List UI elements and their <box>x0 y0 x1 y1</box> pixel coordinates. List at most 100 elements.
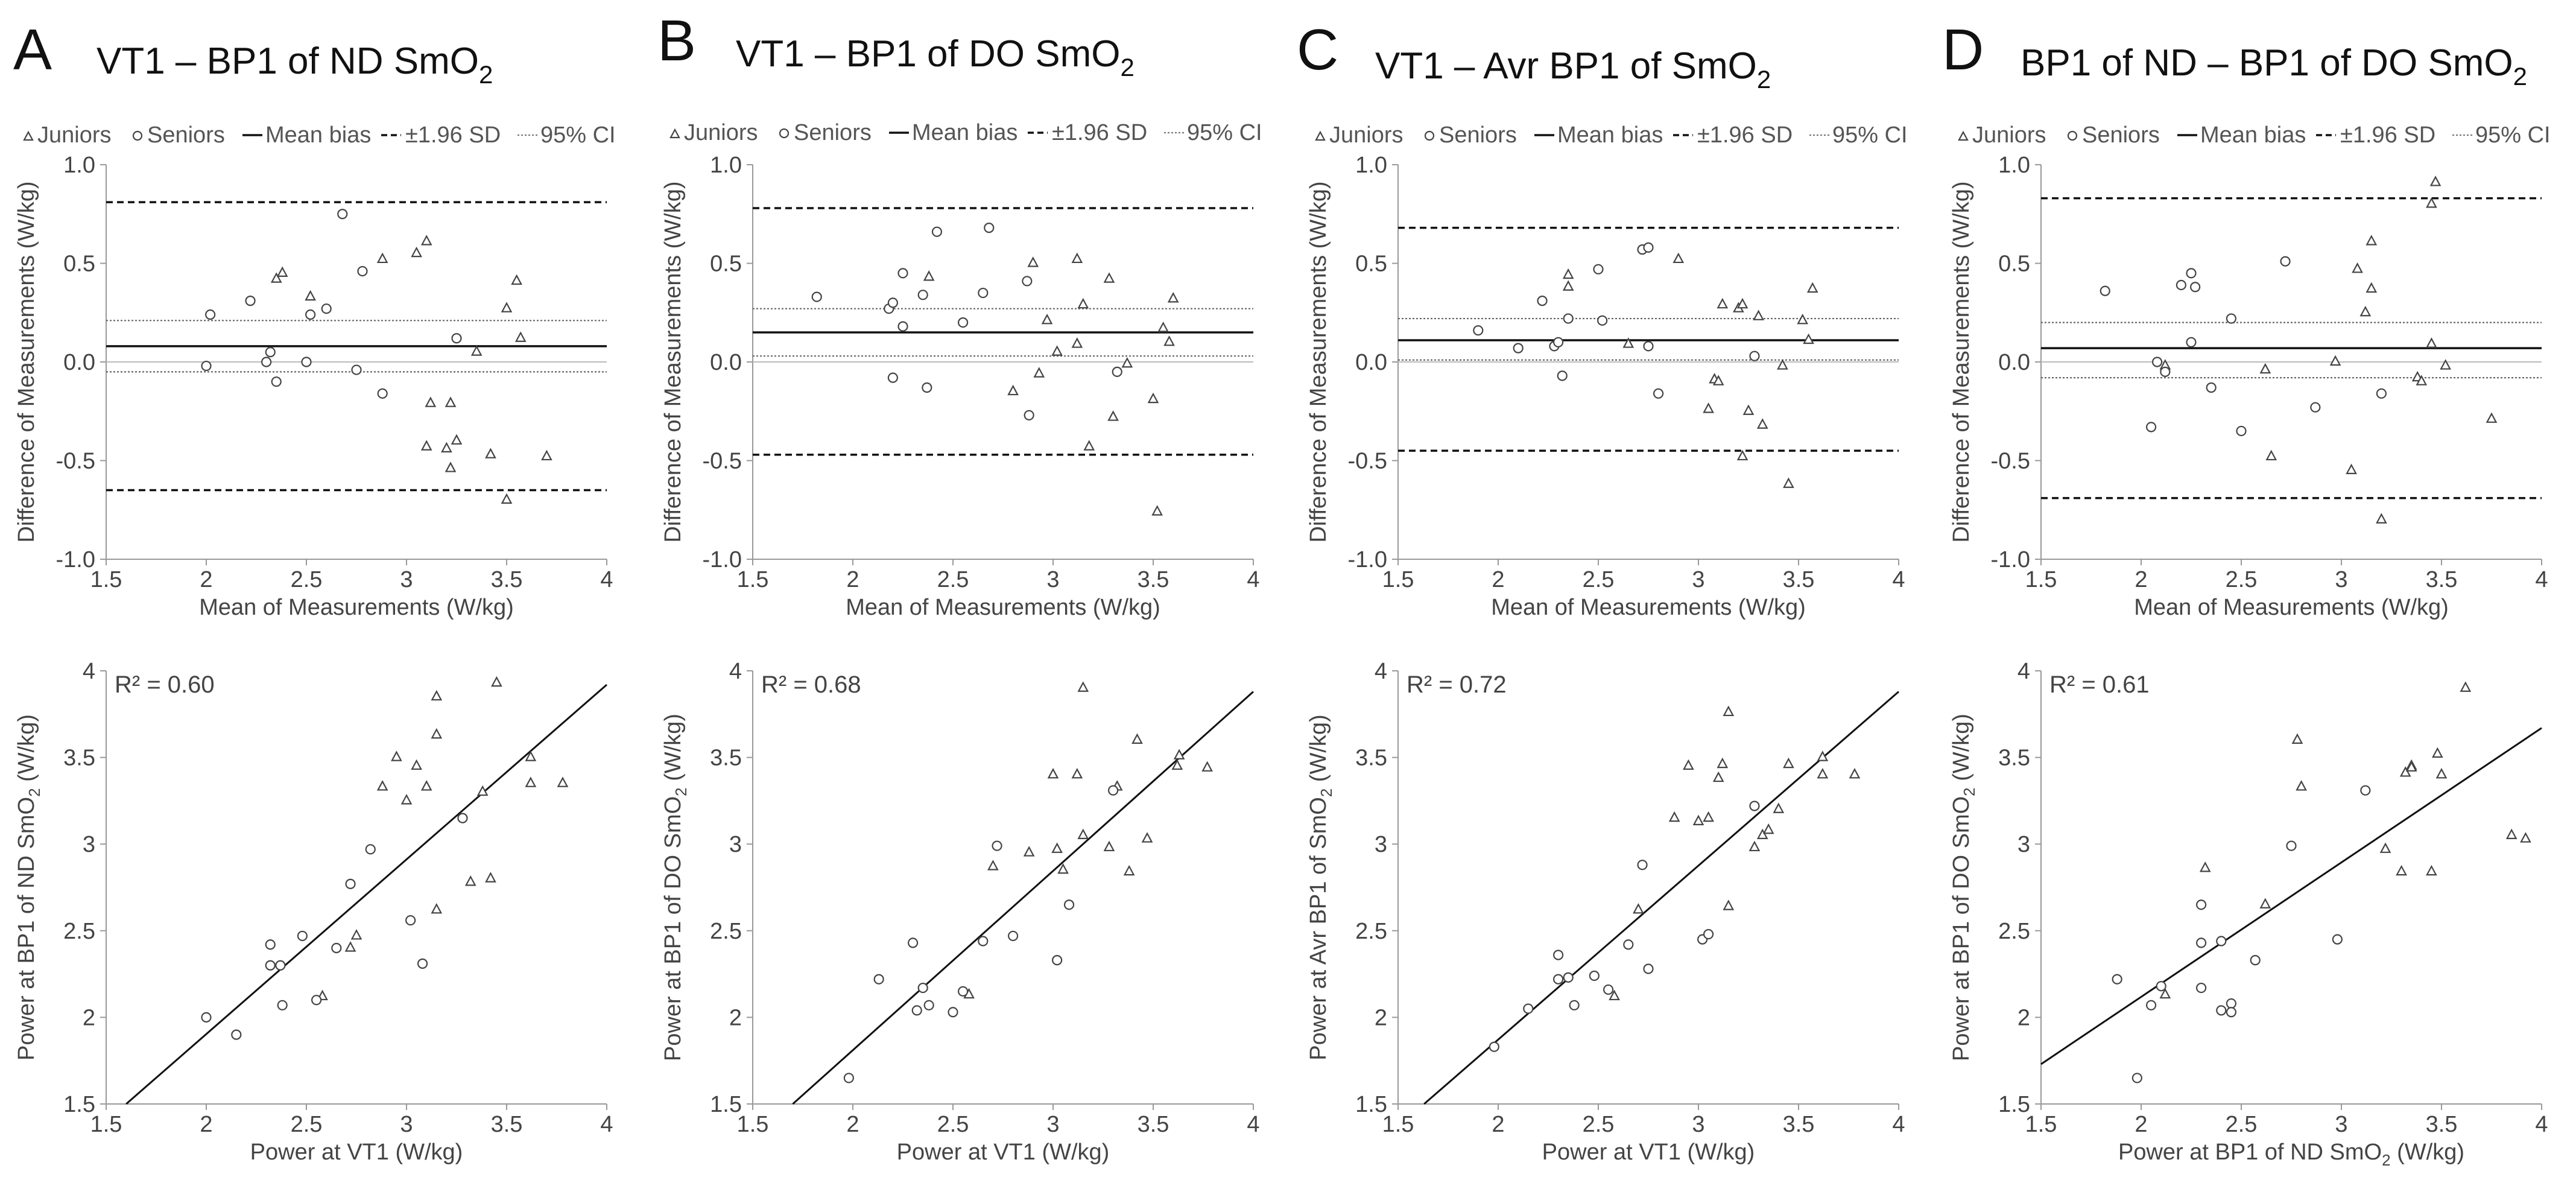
junior-point <box>1033 367 1045 378</box>
senior-point <box>2250 955 2261 966</box>
junior-point <box>464 875 476 886</box>
senior-point <box>265 347 276 358</box>
x-tick-label: 4 <box>2535 1112 2548 1137</box>
x-tick-label: 4 <box>1247 1112 1259 1137</box>
y-tick-label: 2 <box>1375 1005 1387 1030</box>
x-axis-label-text: Power at VT1 (W/kg) <box>897 1140 1110 1165</box>
y-tick-label: 1.5 <box>1355 1092 1387 1117</box>
junior-point <box>1007 384 1019 396</box>
junior-point <box>400 794 413 805</box>
junior-point <box>1562 280 1574 291</box>
legend-juniors-label: Juniors <box>37 122 112 148</box>
y-tick-label: 2 <box>2017 1005 2030 1030</box>
senior-point <box>1643 341 1654 352</box>
junior-point <box>1141 832 1153 843</box>
x-tick-label: 3.5 <box>491 1112 523 1137</box>
senior-point <box>1537 296 1548 306</box>
junior-point <box>2359 305 2372 317</box>
junior-point <box>1803 333 1814 344</box>
junior-point <box>2366 235 2378 246</box>
senior-point <box>275 960 286 971</box>
senior-point <box>2286 840 2297 851</box>
junior-point <box>485 872 496 883</box>
junior-point <box>501 493 513 504</box>
senior-point <box>1553 950 1564 960</box>
senior-point <box>321 303 332 314</box>
junior-point <box>1157 322 1169 332</box>
panel-letter-d: D <box>1942 17 1984 82</box>
x-tick-label: 3 <box>1692 567 1704 592</box>
y-tick-label: 1.0 <box>1355 153 1387 178</box>
y-axis-label-text: Difference of Measurements (W/kg) <box>14 181 39 542</box>
senior-point <box>1007 930 1019 942</box>
x-axis-label: Mean of Measurements (W/kg) <box>846 595 1160 620</box>
y-tick-label: -0.5 <box>56 449 95 474</box>
y-tick-label: 3 <box>2017 832 2030 857</box>
senior-point <box>1553 974 1564 985</box>
y-axis-label-text: Difference of Measurements (W/kg) <box>1306 181 1331 542</box>
senior-point <box>1589 970 1600 982</box>
senior-point <box>2332 934 2343 945</box>
senior-point <box>305 309 316 320</box>
senior-point <box>1024 410 1034 420</box>
junior-point <box>1027 256 1039 267</box>
y-tick-label: -0.5 <box>1348 449 1387 474</box>
junior-point <box>2429 176 2442 186</box>
junior-point <box>1797 314 1808 325</box>
junior-point <box>1717 757 1729 769</box>
junior-point <box>1748 840 1761 852</box>
junior-point <box>1107 410 1119 421</box>
y-axis-label-subscript: 2 <box>672 787 690 796</box>
senior-point <box>2360 785 2371 796</box>
x-tick-label: 2.5 <box>937 1112 969 1137</box>
senior-point <box>978 936 989 947</box>
junior-point <box>344 941 356 952</box>
senior-point <box>984 223 995 233</box>
x-axis-label-text: Mean of Measurements (W/kg) <box>846 595 1160 620</box>
x-axis-label: Mean of Measurements (W/kg) <box>2134 595 2449 620</box>
senior-point <box>297 930 308 942</box>
senior-point <box>265 939 276 950</box>
x-tick-label: 2.5 <box>291 567 323 592</box>
senior-point <box>811 291 822 302</box>
x-tick-label: 2 <box>1492 1112 1504 1137</box>
senior-point <box>357 265 368 277</box>
senior-point <box>1052 955 1063 966</box>
junior-point <box>1151 505 1163 516</box>
x-axis-label-text: Power at VT1 (W/kg) <box>250 1140 463 1165</box>
senior-point <box>2186 268 2197 279</box>
x-tick-label: 3.5 <box>2426 1112 2458 1137</box>
x-tick-label: 4 <box>600 1112 613 1137</box>
senior-point <box>265 960 276 971</box>
y-tick-label: 2.5 <box>1355 919 1387 944</box>
y-tick-label: 4 <box>729 659 742 684</box>
x-axis-label-subscript: 2 <box>2382 1151 2390 1169</box>
legend-ci-label: 95% CI <box>2475 122 2551 148</box>
junior-point <box>2520 832 2531 843</box>
junior-point <box>1783 757 1794 769</box>
junior-point <box>376 252 388 264</box>
senior-point <box>271 376 282 387</box>
x-tick-label: 2 <box>846 1112 859 1137</box>
x-axis-label: Power at VT1 (W/kg) <box>1542 1140 1755 1165</box>
y-tick-label: 1.0 <box>1998 153 2030 178</box>
panel-letter-b: B <box>657 8 696 73</box>
senior-point <box>887 297 899 308</box>
senior-point <box>261 357 272 367</box>
senior-point <box>2196 899 2207 910</box>
senior-point <box>2176 279 2186 291</box>
junior-point <box>1849 767 1861 779</box>
r-squared-label: R² = 0.72 <box>1407 671 1507 698</box>
y-axis-label: Difference of Measurements (W/kg) <box>660 181 686 542</box>
senior-point <box>1063 899 1075 910</box>
junior-point <box>525 776 537 787</box>
junior-point <box>1083 440 1095 451</box>
junior-point <box>1047 767 1059 779</box>
x-axis-label: Power at BP1 of ND SmO2 (W/kg) <box>2118 1140 2464 1169</box>
junior-point <box>2426 864 2437 876</box>
regression-chart-a: 1.5 2 2.5 3 3.5 4 4 3.5 3 2.5 2 1.5 Power at VT1 (W/… <box>14 659 613 1165</box>
junior-point <box>451 434 463 445</box>
x-tick-label: 1.5 <box>90 567 122 592</box>
y-tick-label: -0.5 <box>1991 449 2030 474</box>
